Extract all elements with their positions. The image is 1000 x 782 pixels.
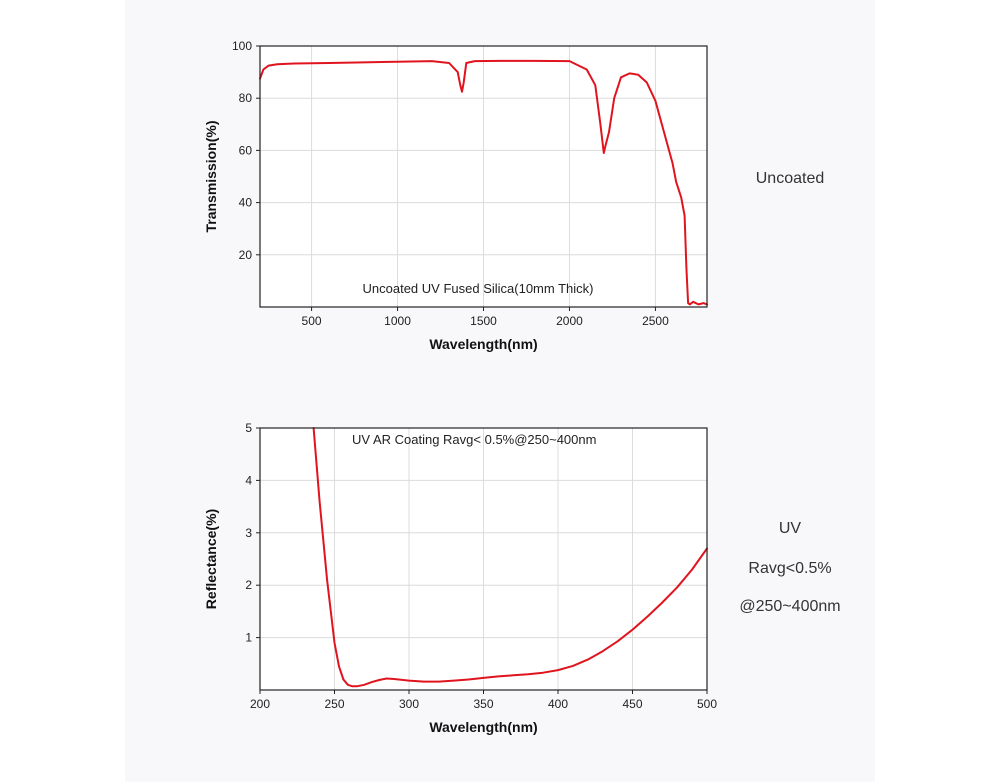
y-tick-label: 40 [239, 196, 253, 210]
x-tick-label: 500 [697, 697, 717, 711]
y-tick-label: 20 [239, 248, 253, 262]
series-line [312, 427, 708, 688]
y-axis-label: Transmission(%) [203, 120, 219, 232]
x-tick-label: 2500 [642, 314, 669, 328]
x-axis-label: Wavelength(nm) [429, 336, 537, 352]
x-tick-label: 450 [622, 697, 642, 711]
x-tick-label: 350 [473, 697, 493, 711]
y-tick-label: 5 [245, 421, 252, 435]
x-tick-label: 1000 [384, 314, 411, 328]
transmission-chart: 500 1000 1500 2000 2500 20 40 60 80 100 Wavelength… [203, 39, 708, 352]
y-axis-label: Reflectance(%) [203, 509, 219, 609]
y-tick-label: 4 [245, 473, 252, 487]
x-tick-label: 1500 [470, 314, 497, 328]
x-tick-label: 400 [548, 697, 568, 711]
chart-annotation: UV AR Coating Ravg< 0.5%@250~400nm [352, 432, 596, 447]
y-tick-label: 100 [232, 39, 252, 53]
side-label-uncoated: Uncoated [755, 170, 825, 187]
y-tick-label: 1 [245, 631, 252, 645]
x-tick-label: 300 [399, 697, 419, 711]
chart-annotation: Uncoated UV Fused Silica(10mm Thick) [363, 281, 594, 296]
left-margin [0, 0, 125, 782]
x-tick-label: 200 [250, 697, 270, 711]
right-margin [875, 0, 1000, 782]
side-label-range: @250~400nm [739, 598, 841, 615]
y-tick-label: 2 [245, 578, 252, 592]
y-tick-label: 80 [239, 91, 253, 105]
y-tick-label: 60 [239, 143, 253, 157]
x-axis-label: Wavelength(nm) [429, 719, 537, 735]
side-label-uv: UV [778, 520, 802, 537]
x-tick-label: 500 [302, 314, 322, 328]
y-tick-label: 3 [245, 526, 252, 540]
side-label-ravg: Ravg<0.5% [748, 560, 832, 577]
x-tick-label: 2000 [556, 314, 583, 328]
series-line [259, 59, 708, 306]
x-tick-label: 250 [324, 697, 344, 711]
reflectance-chart: 200 250 300 350 400 450 500 1 2 3 4 5 Wavelength(nm)… [203, 421, 717, 735]
